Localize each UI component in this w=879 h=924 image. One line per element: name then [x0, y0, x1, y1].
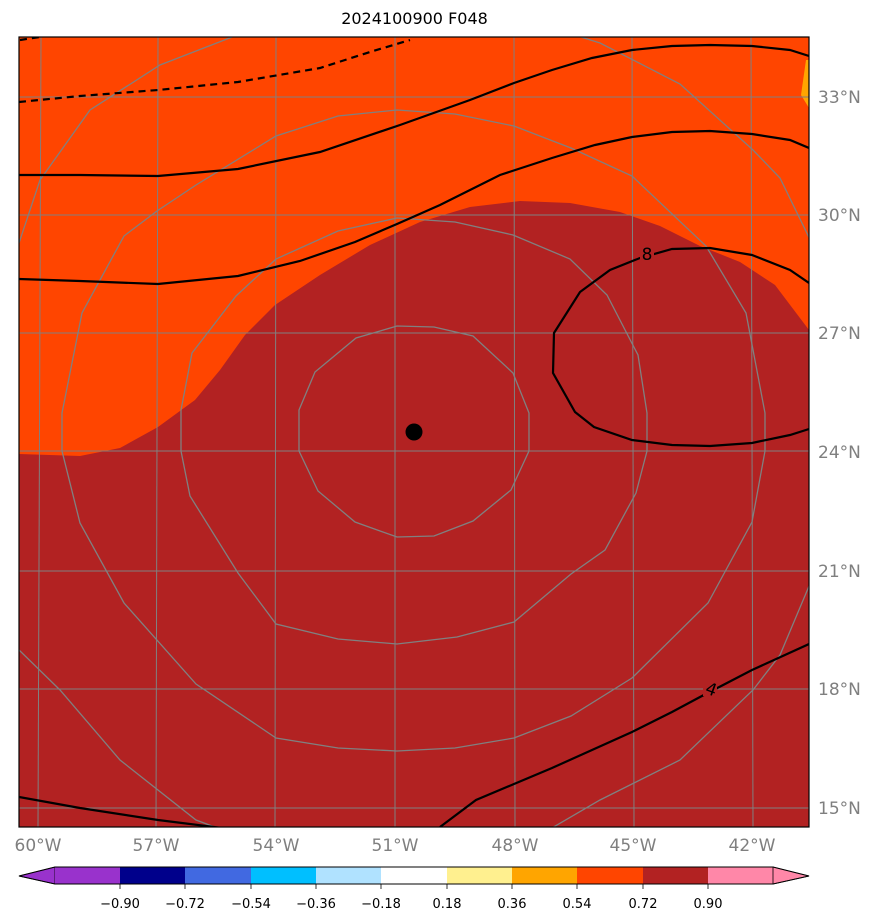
colorbar-tick-label: 0.72 [629, 897, 658, 912]
lat-label: 24°N [818, 443, 861, 463]
colorbar-bin [316, 867, 381, 884]
lon-label: 45°W [610, 836, 657, 856]
colorbar-bin [55, 867, 120, 884]
colorbar-bin [185, 867, 251, 884]
colorbar [18, 866, 810, 889]
lon-label: 51°W [372, 836, 419, 856]
lon-label: 42°W [729, 836, 776, 856]
colorbar-tick-label: −0.54 [231, 897, 271, 912]
lat-label: 18°N [818, 680, 861, 700]
lat-label: 15°N [818, 799, 861, 819]
colorbar-extend-high [772, 866, 810, 885]
colorbar-bin [447, 867, 512, 884]
colorbar-bin [251, 867, 316, 884]
lon-label: 54°W [253, 836, 300, 856]
graticule [19, 37, 809, 827]
lat-label: 21°N [818, 562, 861, 582]
lat-label: 27°N [818, 324, 861, 344]
colorbar-bin [708, 867, 773, 884]
map-frame [18, 36, 810, 828]
colorbar-tick-labels: −0.90 −0.72 −0.54 −0.36 −0.18 0.18 0.36 … [100, 897, 722, 912]
colorbar-tick-label: 0.54 [563, 897, 592, 912]
lon-label: 60°W [15, 836, 62, 856]
distance-rings [19, 37, 809, 827]
lat-label: 33°N [818, 88, 861, 108]
field-region-orange [801, 60, 809, 108]
colorbar-tick-label: −0.18 [361, 897, 401, 912]
contour-line-4 [19, 642, 809, 827]
colorbar-tick-label: −0.90 [100, 897, 140, 912]
latitude-labels: 33°N 30°N 27°N 24°N 21°N 18°N 15°N [818, 88, 861, 819]
colorbar-tick-label: −0.72 [165, 897, 205, 912]
colorbar-tick-label: 0.36 [498, 897, 527, 912]
map-title: 2024100900 F048 [341, 9, 488, 28]
colorbar-tick-label: 0.18 [433, 897, 462, 912]
lon-label: 48°W [492, 836, 539, 856]
field-region-dark-red [19, 201, 809, 827]
lat-label: 30°N [818, 206, 861, 226]
colorbar-extend-low [18, 866, 56, 885]
contour-line [19, 129, 809, 286]
storm-center-marker [405, 423, 423, 441]
longitude-labels: 60°W 57°W 54°W 51°W 48°W 45°W 42°W [15, 836, 776, 856]
colorbar-bin [381, 867, 447, 884]
colorbar-tick-label: 0.90 [694, 897, 723, 912]
colorbar-bin [577, 867, 643, 884]
colorbar-bin [512, 867, 577, 884]
dashed-contour-line [19, 38, 411, 104]
colorbar-tick-label: −0.36 [296, 897, 336, 912]
pressure-contours [19, 43, 809, 827]
colorbar-bin [643, 867, 708, 884]
lon-label: 57°W [133, 836, 180, 856]
contour-label-8: 8 [642, 245, 653, 265]
colorbar-bin [120, 867, 185, 884]
contour-line [19, 43, 809, 178]
map-panel: 8 4 [19, 37, 809, 827]
contour-line-8 [551, 246, 809, 448]
